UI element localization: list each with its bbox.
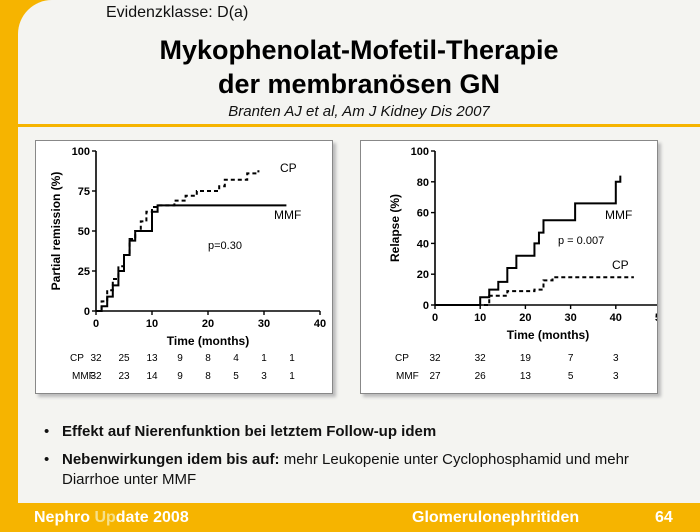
p-value: p=0.30 bbox=[208, 240, 242, 252]
y-tick-label: 60 bbox=[417, 208, 429, 220]
risk-value: 13 bbox=[146, 353, 158, 364]
series-line-cp bbox=[435, 276, 634, 306]
risk-value: 32 bbox=[429, 353, 441, 364]
x-tick-label: 30 bbox=[564, 312, 576, 324]
y-tick-label: 0 bbox=[84, 306, 90, 318]
bullet-item: Effekt auf Nierenfunktion bei letztem Fo… bbox=[40, 422, 680, 442]
brand-part-nephro: Nephro bbox=[34, 509, 95, 526]
citation: Branten AJ et al, Am J Kidney Dis 2007 bbox=[228, 103, 490, 120]
x-tick-label: 50 bbox=[655, 312, 657, 324]
risk-value: 26 bbox=[475, 371, 487, 382]
y-axis-title: Relapse (%) bbox=[388, 194, 402, 262]
bullet-bold-text: Nebenwirkungen idem bis auf: bbox=[62, 451, 280, 468]
risk-row-label: CP bbox=[70, 353, 84, 364]
bullet-rest-text: mehr Leukopenie unter Cyclophosphamid un… bbox=[62, 451, 629, 488]
risk-value: 23 bbox=[118, 371, 130, 382]
y-tick-label: 100 bbox=[411, 146, 429, 158]
footer-topic: Glomerulonephritiden bbox=[412, 509, 580, 526]
risk-value: 32 bbox=[475, 353, 487, 364]
risk-value: 5 bbox=[233, 371, 239, 382]
x-tick-label: 20 bbox=[519, 312, 531, 324]
risk-value: 4 bbox=[233, 353, 239, 364]
risk-value: 3 bbox=[613, 371, 619, 382]
relapse-chart: 0 20 40 60 80 100 0 10 20 30 40 50 Time (months) Rela… bbox=[388, 146, 657, 382]
series-line-cp bbox=[96, 170, 260, 312]
series-label-mmf: MMF bbox=[274, 208, 301, 222]
risk-value: 32 bbox=[90, 353, 102, 364]
bullet-bold-text: Effekt auf Nierenfunktion bei letztem Fo… bbox=[62, 423, 437, 440]
x-tick-label: 0 bbox=[432, 312, 438, 324]
divider-line bbox=[18, 124, 700, 127]
y-tick-label: 0 bbox=[423, 300, 429, 312]
risk-value: 25 bbox=[118, 353, 130, 364]
y-tick-label: 25 bbox=[78, 266, 90, 278]
footer-brand: Nephro Update 2008 bbox=[34, 509, 189, 527]
bullet-item: Nebenwirkungen idem bis auf: mehr Leukop… bbox=[40, 450, 680, 490]
y-axis-title: Partial remission (%) bbox=[49, 172, 63, 291]
series-label-cp: CP bbox=[280, 161, 297, 175]
x-tick-label: 30 bbox=[258, 318, 270, 330]
risk-value: 1 bbox=[261, 353, 267, 364]
risk-value: 8 bbox=[205, 353, 211, 364]
series-label-mmf: MMF bbox=[605, 208, 632, 222]
x-tick-label: 10 bbox=[474, 312, 486, 324]
risk-value: 7 bbox=[568, 353, 574, 364]
risk-value: 32 bbox=[90, 371, 102, 382]
y-tick-label: 20 bbox=[417, 269, 429, 281]
brand-part-date: date 2008 bbox=[115, 509, 189, 526]
x-axis-title: Time (months) bbox=[507, 328, 589, 342]
y-tick-label: 50 bbox=[78, 226, 90, 238]
footer-bar: Nephro Update 2008 Glomerulonephritiden … bbox=[0, 503, 700, 532]
slide-title-line1: Mykophenolat-Mofetil-Therapie bbox=[159, 35, 559, 65]
x-tick-label: 0 bbox=[93, 318, 99, 330]
risk-row-label: CP bbox=[395, 353, 409, 364]
x-axis-title: Time (months) bbox=[167, 334, 249, 348]
risk-value: 14 bbox=[146, 371, 158, 382]
remission-chart-panel: 0 25 50 75 100 0 10 20 30 40 Time (months) Partial … bbox=[35, 140, 333, 394]
y-tick-label: 40 bbox=[417, 238, 429, 250]
x-tick-label: 40 bbox=[314, 318, 326, 330]
risk-value: 19 bbox=[520, 353, 532, 364]
risk-row-label: MMF bbox=[72, 371, 95, 382]
risk-value: 1 bbox=[289, 353, 295, 364]
risk-value: 5 bbox=[568, 371, 574, 382]
y-tick-label: 100 bbox=[72, 146, 90, 158]
x-tick-label: 10 bbox=[146, 318, 158, 330]
x-tick-label: 20 bbox=[202, 318, 214, 330]
bullet-list: Effekt auf Nierenfunktion bei letztem Fo… bbox=[40, 422, 680, 498]
evidence-class: Evidenzklasse: D(a) bbox=[106, 4, 249, 21]
page-number: 64 bbox=[655, 509, 673, 526]
series-line-mmf bbox=[96, 204, 287, 312]
risk-value: 8 bbox=[205, 371, 211, 382]
risk-value: 13 bbox=[520, 371, 532, 382]
risk-value: 3 bbox=[261, 371, 267, 382]
y-tick-label: 75 bbox=[78, 186, 90, 198]
series-line-mmf bbox=[435, 175, 622, 306]
p-value: p = 0.007 bbox=[558, 235, 604, 247]
slide-title-line2: der membranösen GN bbox=[217, 69, 501, 99]
slide: Evidenzklasse: D(a) Mykophenolat-Mofetil… bbox=[18, 0, 700, 503]
risk-value: 9 bbox=[177, 371, 183, 382]
risk-value: 1 bbox=[289, 371, 295, 382]
relapse-chart-panel: 0 20 40 60 80 100 0 10 20 30 40 50 Time (months) Rela… bbox=[360, 140, 658, 394]
risk-row-label: MMF bbox=[396, 371, 419, 382]
brand-part-up: Up bbox=[94, 509, 116, 526]
risk-value: 27 bbox=[429, 371, 441, 382]
risk-value: 9 bbox=[177, 353, 183, 364]
y-tick-label: 80 bbox=[417, 177, 429, 189]
series-label-cp: CP bbox=[612, 258, 629, 272]
risk-value: 3 bbox=[613, 353, 619, 364]
x-tick-label: 40 bbox=[610, 312, 622, 324]
remission-chart: 0 25 50 75 100 0 10 20 30 40 Time (months) Partial … bbox=[49, 146, 326, 382]
